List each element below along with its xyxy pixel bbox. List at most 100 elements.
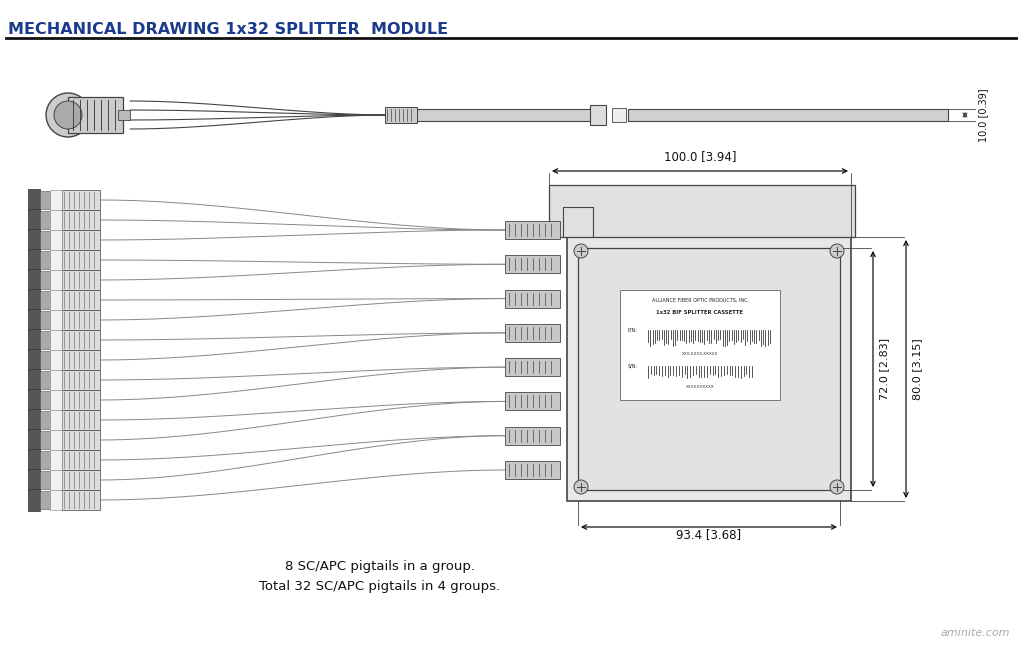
Bar (40, 371, 50, 389)
Bar (62, 250, 100, 270)
Bar (28, 329, 40, 351)
Bar (28, 289, 40, 311)
Bar (50, 350, 62, 370)
Bar (505, 461, 560, 479)
Bar (40, 471, 50, 489)
Text: 93.4 [3.68]: 93.4 [3.68] (677, 528, 741, 541)
Text: 100.0 [3.94]: 100.0 [3.94] (664, 150, 736, 163)
Text: XXX-XXXX-XXXXX: XXX-XXXX-XXXXX (682, 352, 718, 356)
Bar (62, 190, 100, 210)
Bar (62, 410, 100, 430)
Bar (28, 369, 40, 391)
Bar (28, 349, 40, 371)
Bar (505, 221, 560, 239)
Bar (505, 290, 560, 307)
Bar (62, 310, 100, 330)
Text: ALLIANCE FIBER OPTIC PRODUCTS, INC.: ALLIANCE FIBER OPTIC PRODUCTS, INC. (651, 298, 749, 303)
Bar (40, 331, 50, 349)
Bar (28, 209, 40, 231)
Circle shape (830, 480, 844, 494)
Bar (50, 310, 62, 330)
Bar (28, 269, 40, 291)
Bar (28, 469, 40, 491)
Bar (628, 109, 948, 121)
Bar (28, 309, 40, 331)
Bar (549, 185, 855, 237)
Bar (590, 105, 606, 125)
Bar (50, 410, 62, 430)
Bar (40, 231, 50, 249)
Bar (50, 490, 62, 510)
Circle shape (574, 244, 588, 258)
Text: 10.0 [0.39]: 10.0 [0.39] (978, 88, 988, 142)
Bar (50, 330, 62, 350)
Bar (62, 490, 100, 510)
Bar (505, 427, 560, 444)
Circle shape (46, 93, 90, 137)
Circle shape (54, 101, 82, 129)
Bar (40, 271, 50, 289)
Text: S/N:: S/N: (628, 364, 638, 369)
Bar (50, 230, 62, 250)
Bar (40, 431, 50, 449)
Bar (62, 390, 100, 410)
Bar (62, 230, 100, 250)
Bar (50, 450, 62, 470)
Text: 1x32 BIF SPLITTER CASSETTE: 1x32 BIF SPLITTER CASSETTE (656, 310, 743, 315)
Text: 72.0 [2.83]: 72.0 [2.83] (879, 338, 889, 400)
Bar (620, 290, 780, 400)
Bar (40, 351, 50, 369)
Bar (612, 108, 626, 122)
Bar (40, 451, 50, 469)
Bar (28, 389, 40, 411)
Bar (68, 97, 123, 133)
Bar (62, 450, 100, 470)
Text: 80.0 [3.15]: 80.0 [3.15] (912, 338, 922, 400)
Bar (28, 489, 40, 511)
Bar (62, 330, 100, 350)
Circle shape (574, 480, 588, 494)
Bar (28, 429, 40, 451)
Bar (62, 210, 100, 230)
Bar (505, 393, 560, 410)
Text: MECHANICAL DRAWING 1x32 SPLITTER  MODULE: MECHANICAL DRAWING 1x32 SPLITTER MODULE (8, 22, 449, 37)
Bar (50, 430, 62, 450)
Bar (40, 291, 50, 309)
Bar (417, 109, 600, 121)
Bar (385, 107, 417, 123)
Bar (28, 249, 40, 271)
Bar (62, 470, 100, 490)
Bar (62, 430, 100, 450)
Bar (28, 449, 40, 471)
Bar (62, 350, 100, 370)
Bar (62, 270, 100, 290)
Bar (40, 311, 50, 329)
Bar (567, 237, 851, 501)
Bar (50, 370, 62, 390)
Bar (62, 290, 100, 310)
Bar (28, 189, 40, 211)
Bar (40, 251, 50, 269)
Circle shape (830, 244, 844, 258)
Bar (50, 210, 62, 230)
Bar (40, 391, 50, 409)
Bar (40, 491, 50, 509)
Bar (505, 358, 560, 376)
Bar (50, 390, 62, 410)
Text: 8 SC/APC pigtails in a group.: 8 SC/APC pigtails in a group. (285, 560, 475, 573)
Bar (50, 290, 62, 310)
Bar (28, 229, 40, 251)
Bar (50, 470, 62, 490)
Bar (50, 250, 62, 270)
Bar (40, 211, 50, 229)
Bar (40, 191, 50, 209)
Bar (50, 270, 62, 290)
Text: Total 32 SC/APC pigtails in 4 groups.: Total 32 SC/APC pigtails in 4 groups. (259, 580, 501, 593)
Bar (62, 370, 100, 390)
Text: aminite.com: aminite.com (940, 628, 1010, 638)
Text: P/N:: P/N: (628, 328, 638, 333)
Bar (578, 248, 840, 490)
Bar (118, 110, 130, 120)
Bar (505, 324, 560, 342)
Bar (40, 411, 50, 429)
